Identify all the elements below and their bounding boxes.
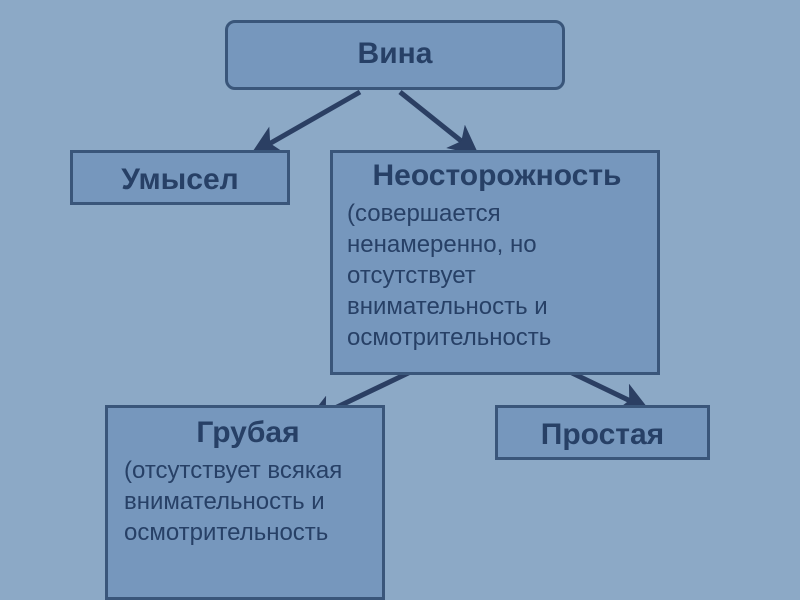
node-negligence-desc: (совершается ненамеренно, но отсутствует…: [347, 198, 647, 354]
node-intent-title: Умысел: [81, 163, 279, 198]
node-root-title: Вина: [238, 37, 552, 72]
node-intent: Умысел: [70, 150, 290, 205]
diagram-canvas: Вина Умысел Неосторожность (совершается …: [0, 0, 800, 600]
node-simple-title: Простая: [506, 418, 699, 453]
node-gross-title: Грубая: [124, 416, 372, 451]
node-negligence-title: Неосторожность: [347, 159, 647, 194]
edge-arrow: [570, 372, 645, 408]
edge-arrow: [400, 92, 475, 152]
node-gross: Грубая (отсутствует всякая внимательност…: [105, 405, 385, 600]
node-gross-desc: (отсутствует всякая внимательность и осм…: [124, 455, 372, 549]
node-simple: Простая: [495, 405, 710, 460]
node-negligence: Неосторожность (совершается ненамеренно,…: [330, 150, 660, 375]
node-root: Вина: [225, 20, 565, 90]
edge-arrow: [255, 92, 360, 152]
